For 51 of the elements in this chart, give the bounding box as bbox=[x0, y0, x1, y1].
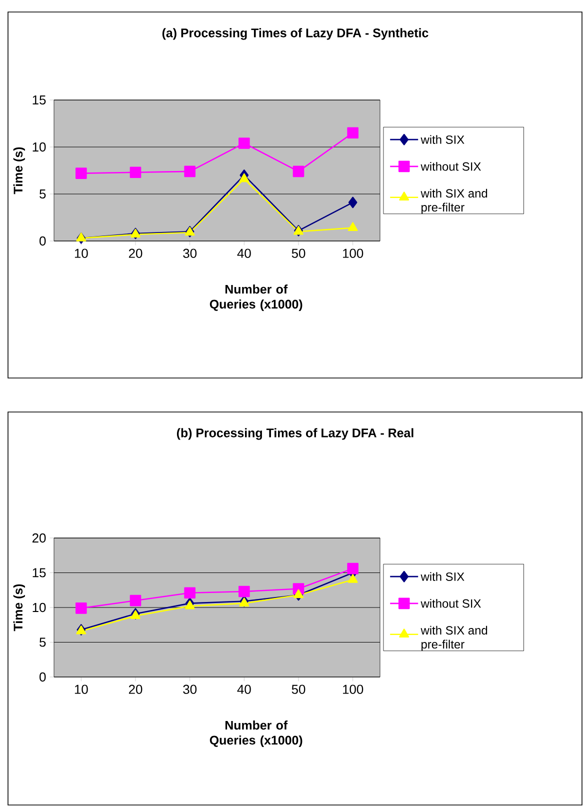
point bbox=[347, 562, 358, 574]
point bbox=[348, 222, 358, 231]
y-tick-label: 0 bbox=[40, 236, 46, 246]
y-tick-label: 10 bbox=[32, 142, 46, 152]
legend-label: with SIX and pre-filter bbox=[420, 188, 488, 214]
point bbox=[130, 594, 142, 606]
y-tick-label: 15 bbox=[32, 95, 46, 105]
point bbox=[184, 587, 196, 599]
x-tick-label: 40 bbox=[237, 684, 251, 694]
point bbox=[238, 138, 250, 149]
point bbox=[292, 166, 304, 178]
chart-title: (a) Processing Times of Lazy DFA - Synthetic bbox=[162, 28, 428, 40]
point bbox=[76, 232, 86, 242]
x-axis-title: Number of Queries (x1000) bbox=[210, 720, 302, 748]
point bbox=[184, 600, 195, 610]
x-tick-label: 50 bbox=[292, 684, 306, 694]
x-axis-title: Number of Queries (x1000) bbox=[210, 284, 302, 312]
point bbox=[348, 196, 358, 208]
x-tick-label: 10 bbox=[74, 248, 88, 258]
y-tick-label: 5 bbox=[40, 638, 46, 647]
legend-label: with SIX bbox=[420, 135, 464, 144]
y-tick-label: 20 bbox=[32, 533, 46, 543]
y-tick-label: 0 bbox=[40, 672, 46, 682]
x-tick-label: 20 bbox=[128, 248, 142, 258]
y-axis-title: Time (s) bbox=[13, 584, 25, 632]
x-tick-label: 30 bbox=[183, 684, 197, 694]
point bbox=[76, 602, 87, 614]
x-tick-label: 100 bbox=[343, 248, 364, 258]
y-axis-title: Time (s) bbox=[13, 147, 25, 194]
point bbox=[184, 166, 196, 178]
legend-label: with SIX bbox=[420, 572, 464, 581]
y-tick-label: 10 bbox=[32, 602, 46, 612]
point bbox=[238, 586, 250, 598]
point bbox=[294, 589, 304, 598]
legend-label: without SIX bbox=[420, 162, 481, 171]
x-tick-label: 20 bbox=[128, 684, 142, 694]
x-tick-label: 10 bbox=[74, 684, 88, 694]
legend-label: with SIX and pre-filter bbox=[420, 626, 488, 651]
y-tick-label: 5 bbox=[40, 189, 46, 199]
x-tick-label: 50 bbox=[292, 248, 306, 258]
y-tick-label: 15 bbox=[32, 568, 46, 578]
x-tick-label: 100 bbox=[343, 684, 364, 694]
x-tick-label: 40 bbox=[237, 248, 251, 258]
legend-label: without SIX bbox=[420, 598, 481, 608]
point bbox=[130, 166, 142, 178]
point bbox=[239, 173, 250, 182]
point bbox=[348, 574, 358, 583]
point bbox=[76, 168, 87, 179]
x-tick-label: 30 bbox=[183, 248, 197, 258]
chart-title: (b) Processing Times of Lazy DFA - Real bbox=[176, 428, 414, 440]
point bbox=[347, 127, 358, 139]
